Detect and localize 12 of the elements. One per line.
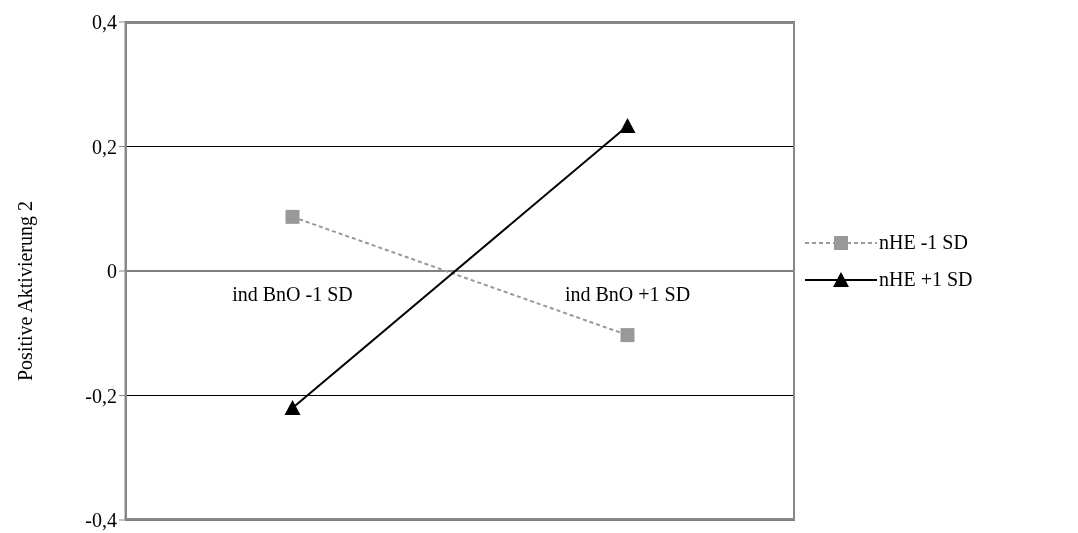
y-tick-label: 0,4 bbox=[92, 11, 117, 34]
y-axis-title: Positive Aktivierung 2 bbox=[14, 201, 38, 381]
y-tick-label: 0,2 bbox=[92, 135, 117, 158]
legend-label: nHE -1 SD bbox=[879, 231, 968, 254]
y-tick-label: -0,4 bbox=[85, 509, 117, 532]
legend-label: nHE +1 SD bbox=[879, 268, 973, 291]
point bbox=[285, 209, 300, 224]
y-tick-label: -0,2 bbox=[85, 384, 117, 407]
y-tick-label: 0 bbox=[107, 260, 117, 283]
x-tick-label: ind BnO -1 SD bbox=[232, 283, 353, 305]
point bbox=[620, 328, 635, 343]
x-tick-label: ind BnO +1 SD bbox=[564, 283, 691, 305]
